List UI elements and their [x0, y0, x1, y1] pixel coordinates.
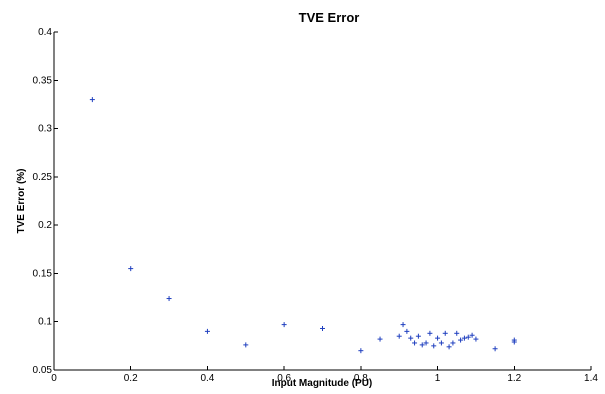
- y-tick-label: 0.1: [38, 317, 52, 328]
- x-axis-ticks: 0 0.2 0.4 0.6 0.8 1 1.2 1.4: [51, 366, 598, 384]
- chart-title: TVE Error: [299, 10, 360, 25]
- y-tick-label: 0.2: [38, 220, 52, 231]
- data-point: [89, 97, 95, 103]
- data-point: [166, 296, 172, 302]
- data-point: [128, 266, 134, 272]
- data-point: [450, 340, 456, 346]
- data-point: [427, 330, 433, 336]
- data-point: [415, 333, 421, 339]
- y-tick-label: 0.15: [33, 268, 53, 279]
- data-point: [461, 335, 467, 341]
- data-point: [423, 340, 429, 346]
- data-point: [511, 337, 517, 343]
- x-tick-label: 0.2: [124, 373, 138, 384]
- x-tick-label: 0: [51, 373, 57, 384]
- data-point: [243, 342, 249, 348]
- x-tick-label: 1: [435, 373, 441, 384]
- data-point: [400, 322, 406, 328]
- data-point: [358, 348, 364, 354]
- y-tick-label: 0.25: [33, 172, 53, 183]
- data-point: [435, 335, 441, 341]
- data-point: [431, 343, 437, 349]
- data-point: [377, 336, 383, 342]
- y-tick-label: 0.05: [33, 365, 53, 376]
- x-axis-label: Input Magnitude (PU): [272, 378, 373, 389]
- data-point: [454, 330, 460, 336]
- data-point: [404, 328, 410, 334]
- y-tick-label: 0.3: [38, 124, 52, 135]
- data-point: [396, 333, 402, 339]
- data-point: [419, 342, 425, 348]
- data-point: [281, 322, 287, 328]
- data-point: [438, 340, 444, 346]
- data-point: [458, 337, 464, 343]
- data-point: [465, 334, 471, 340]
- y-axis-ticks: 0.05 0.1 0.15 0.2 0.25 0.3 0.35 0.4: [33, 27, 58, 376]
- data-point: [473, 336, 479, 342]
- x-tick-label: 0.8: [354, 373, 368, 384]
- y-axis-label: TVE Error (%): [16, 168, 27, 233]
- y-tick-label: 0.4: [38, 27, 52, 38]
- data-point: [492, 346, 498, 352]
- data-points: [89, 97, 517, 354]
- plot-area: [53, 32, 591, 371]
- y-tick-label: 0.35: [33, 75, 53, 86]
- x-tick-label: 0.6: [277, 373, 291, 384]
- x-tick-label: 1.2: [507, 373, 521, 384]
- data-point: [408, 335, 414, 341]
- data-point: [204, 328, 210, 334]
- data-point: [442, 330, 448, 336]
- x-tick-label: 0.4: [200, 373, 214, 384]
- data-point: [412, 340, 418, 346]
- data-point: [446, 344, 452, 350]
- x-tick-label: 1.4: [584, 373, 598, 384]
- data-point: [320, 325, 325, 331]
- data-point: [469, 332, 475, 338]
